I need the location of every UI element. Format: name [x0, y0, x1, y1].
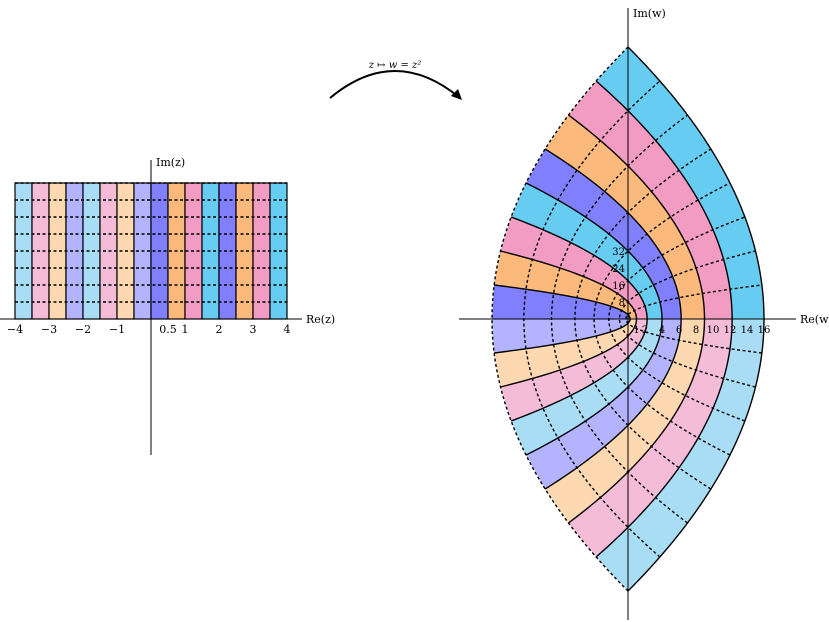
w-plane-axes: [459, 8, 796, 620]
w-band: [500, 217, 648, 319]
w-re-tick-label: 14: [741, 325, 754, 336]
z-tick-label: −4: [7, 323, 23, 336]
w-parabola: [510, 216, 648, 320]
w-dashed-parabola: [593, 182, 731, 456]
z-strip: [269, 182, 288, 320]
w-band: [492, 319, 631, 353]
w-re-tick-label: 12: [724, 325, 737, 336]
z-tick-label: 3: [250, 323, 257, 336]
w-band: [596, 47, 764, 319]
z-tick-label: 2: [216, 323, 223, 336]
w-band: [545, 319, 705, 523]
z-strip: [65, 182, 84, 320]
z-plane-axes: [0, 160, 302, 455]
w-im-tick-label: 8: [619, 298, 625, 309]
z-strip: [235, 182, 254, 320]
w-band: [526, 149, 682, 319]
w-band: [494, 251, 637, 319]
z-tick-label: 1: [182, 323, 189, 336]
w-im-axis-label: Im(w): [633, 7, 666, 20]
w-parabola: [568, 114, 706, 320]
w-parabola: [494, 284, 631, 320]
w-re-axis-label: Re(w): [800, 313, 829, 326]
w-dashed-parabola: [625, 284, 762, 354]
z-tick-label: −1: [109, 323, 125, 336]
w-dashed-parabola: [618, 250, 756, 388]
w-parabola: [595, 80, 733, 320]
z-strip: [31, 182, 50, 320]
w-re-tick-label: 4: [659, 325, 665, 336]
w-im-tick-label: 32: [612, 247, 625, 258]
z-plane-grid-lines: [15, 182, 287, 303]
w-dashed-parabola: [491, 46, 629, 592]
mapping-arrow: [329, 70, 462, 100]
w-re-tick-label: 16: [758, 325, 771, 336]
w-band: [568, 81, 733, 319]
z-tick-label: 4: [284, 323, 291, 336]
w-re-tick-label: 8: [693, 325, 699, 336]
z-tick-label: −2: [75, 323, 91, 336]
w-band: [526, 319, 682, 489]
w-band: [500, 319, 648, 421]
z-tick-label: −3: [41, 323, 57, 336]
z-tick-label: 0.5: [159, 323, 177, 336]
w-band: [596, 319, 764, 591]
w-re-tick-label: 6: [676, 325, 682, 336]
z-plane-tick-labels: −4 −3 −2 −1 0.5 1 2 3 4: [7, 323, 291, 336]
arrow-head-icon: [451, 89, 462, 100]
w-band: [492, 285, 631, 319]
w-parabola: [544, 318, 682, 490]
w-band: [568, 319, 733, 557]
z-im-axis-label: Im(z): [156, 156, 185, 169]
z-re-axis-label: Re(z): [306, 313, 335, 326]
z-strip: [82, 182, 101, 320]
w-im-tick-label: 24: [612, 264, 625, 275]
w-band: [545, 115, 705, 319]
w-band: [511, 183, 662, 319]
mapping-label: z ↦ w = z²: [368, 60, 422, 71]
z-strip: [252, 182, 271, 320]
w-re-tick-label: 10: [707, 325, 720, 336]
w-re-tick-label: 1: [633, 325, 639, 336]
w-plane-bands: [492, 47, 764, 591]
w-im-tick-label: 16: [612, 281, 625, 292]
z-strip: [48, 182, 67, 320]
w-parabola: [595, 318, 733, 558]
z-strip: [218, 182, 237, 320]
w-re-tick-label: 2: [642, 325, 648, 336]
